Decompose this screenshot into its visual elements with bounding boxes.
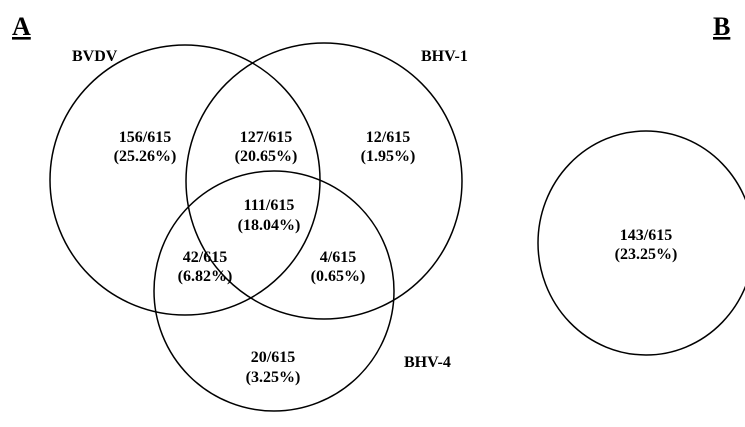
bhv1-set-label: BHV-1 xyxy=(421,48,468,65)
bvdv-set-label: BVDV xyxy=(72,48,118,65)
panel-a-label: A xyxy=(12,12,31,41)
bvdv-bhv4-count: 42/615 xyxy=(183,249,227,266)
all-three-count: 111/615 xyxy=(244,197,295,214)
bvdv-bhv4-percent: (6.82%) xyxy=(178,268,233,285)
bhv4-circle xyxy=(153,170,395,412)
bhv1-bhv4-count: 4/615 xyxy=(320,249,356,266)
all-three-percent: (18.04%) xyxy=(238,217,301,234)
bvdv-bhv1-percent: (20.65%) xyxy=(235,148,298,165)
bvdv-only-percent: (25.26%) xyxy=(114,148,177,165)
bhv1-only-count: 12/615 xyxy=(366,129,410,146)
bvdv-only-count: 156/615 xyxy=(119,129,171,146)
bhv1-only-percent: (1.95%) xyxy=(361,148,416,165)
bhv1-bhv4-percent: (0.65%) xyxy=(311,268,366,285)
bhv1-circle xyxy=(185,42,463,320)
panel-b-count: 143/615 xyxy=(620,227,672,244)
panel-b-label: B xyxy=(713,12,730,41)
bhv4-only-count: 20/615 xyxy=(251,349,295,366)
panel-b-percent: (23.25%) xyxy=(615,246,678,263)
bhv4-set-label: BHV-4 xyxy=(404,354,451,371)
bvdv-bhv1-count: 127/615 xyxy=(240,129,292,146)
panel-b-circle xyxy=(537,130,745,356)
bhv4-only-percent: (3.25%) xyxy=(246,369,301,386)
